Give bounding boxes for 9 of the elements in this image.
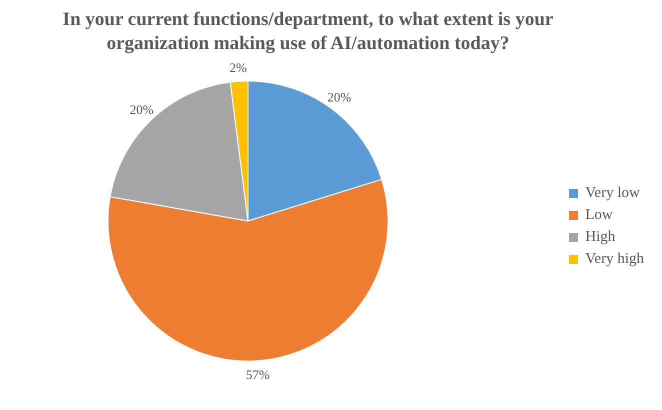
legend-label: Very low xyxy=(585,184,640,203)
legend-label: Low xyxy=(585,206,613,225)
data-label: 2% xyxy=(230,60,248,75)
data-label: 57% xyxy=(246,367,270,382)
legend-label: High xyxy=(585,228,616,247)
data-label: 20% xyxy=(327,89,352,104)
chart-title: In your current functions/department, to what extent is your organization making use of AI/automation today? xyxy=(62,8,554,56)
data-label: 20% xyxy=(130,102,154,118)
legend-label: Very high xyxy=(585,250,644,269)
